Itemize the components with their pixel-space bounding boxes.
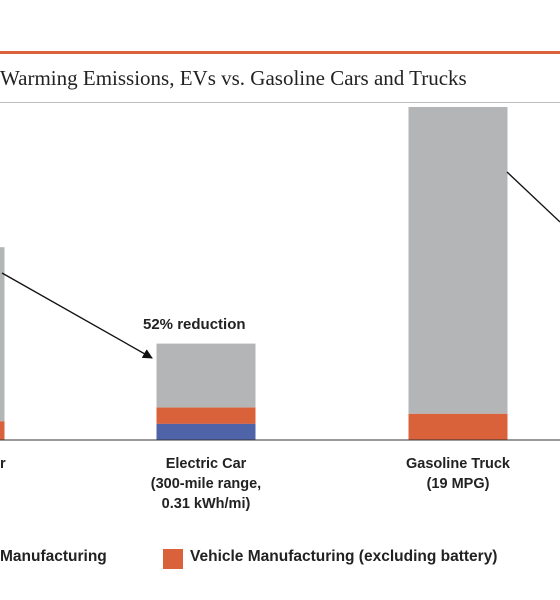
- reduction-annotation: 52% reduction: [143, 316, 246, 333]
- bar-segment-operation: [408, 107, 508, 414]
- legend-label: Manufacturing: [0, 548, 107, 565]
- reduction-arrow-truck: [506, 171, 560, 223]
- bar-segment-vehicle: [156, 407, 256, 424]
- top-accent-rule: [0, 51, 560, 54]
- bar-segment-battery: [156, 423, 256, 440]
- bar-segment-operation: [0, 247, 5, 422]
- legend-item-battery-manufacturing: Manufacturing: [0, 547, 140, 569]
- title-divider: [0, 102, 560, 103]
- bar-group: [0, 107, 508, 440]
- category-label: r: [0, 456, 6, 472]
- legend-item-vehicle-manufacturing: Vehicle Manufacturing (excluding battery…: [163, 547, 560, 569]
- bar-segment-vehicle: [0, 421, 5, 440]
- chart-title: Warming Emissions, EVs vs. Gasoline Cars…: [0, 66, 467, 90]
- bar-segment-operation: [156, 343, 256, 408]
- reduction-arrow-car: [1, 272, 153, 359]
- legend-swatch: [163, 549, 183, 569]
- category-label: Gasoline Truck (19 MPG): [406, 456, 510, 492]
- bar-segment-vehicle: [408, 413, 508, 440]
- category-label: Electric Car (300-mile range, 0.31 kWh/m…: [150, 456, 262, 512]
- legend-label: Vehicle Manufacturing (excluding battery…: [190, 548, 498, 565]
